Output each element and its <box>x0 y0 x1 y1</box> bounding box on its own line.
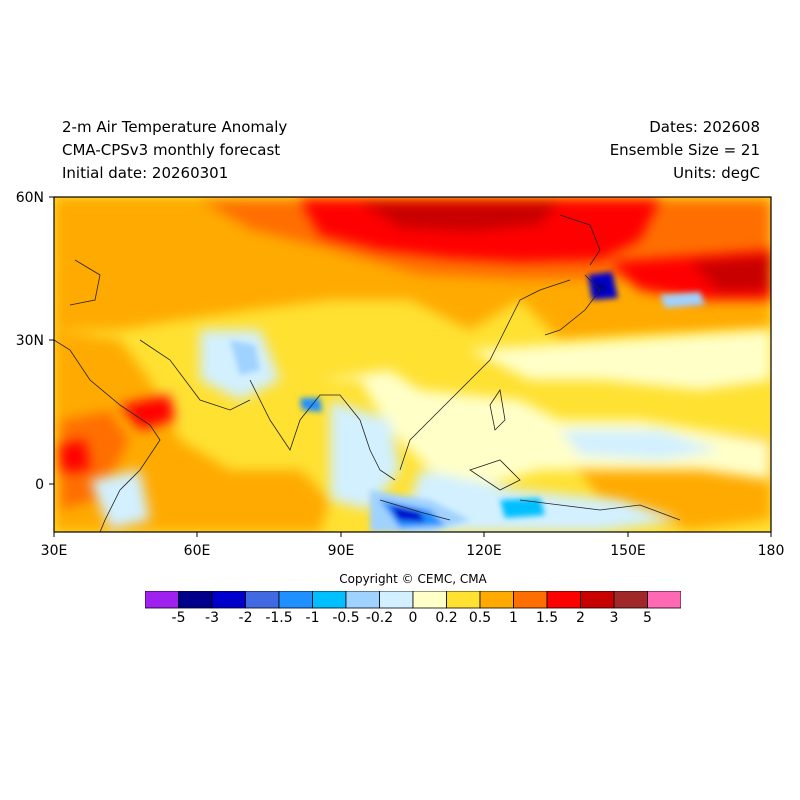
colorbar-swatch <box>379 591 414 609</box>
axis-ticks <box>49 196 772 537</box>
colorbar-swatch <box>211 591 246 609</box>
colorbar-swatch <box>479 591 514 609</box>
colorbar <box>145 591 681 609</box>
colorbar-label: 1 <box>509 610 518 626</box>
colorbar-label: -0.2 <box>365 610 394 626</box>
colorbar-swatch <box>245 591 280 609</box>
colorbar-label: 2 <box>576 610 585 626</box>
lon-label: 150E <box>610 543 646 559</box>
colorbar-swatch <box>513 591 548 609</box>
lat-label: 30N <box>16 333 44 349</box>
map-title: 2-m Air Temperature Anomaly <box>62 118 288 136</box>
colorbar-swatch <box>278 591 313 609</box>
colorbar-swatch <box>178 591 213 609</box>
colorbar-swatch <box>412 591 447 609</box>
colorbar-swatch <box>446 591 481 609</box>
copyright: Copyright © CEMC, CMA <box>339 572 487 586</box>
colorbar-swatch <box>546 591 581 609</box>
header-right: Dates: 202608 Ensemble Size = 21 Units: … <box>610 116 760 185</box>
lon-label: 180 <box>758 543 785 559</box>
colorbar-label: -2 <box>238 610 253 626</box>
ensemble-size: Ensemble Size = 21 <box>609 141 760 159</box>
lon-label: 30E <box>41 543 68 559</box>
lat-label: 60N <box>16 190 44 206</box>
anomaly-field <box>54 197 771 532</box>
lat-label: 0 <box>35 477 44 493</box>
colorbar-label: -3 <box>205 610 219 626</box>
colorbar-label: 3 <box>609 610 619 626</box>
coastlines <box>54 214 681 532</box>
model-name: CMA-CPSv3 monthly forecast <box>62 141 281 159</box>
forecast-dates: Dates: 202608 <box>649 118 760 136</box>
lon-label: 120E <box>466 543 502 559</box>
colorbar-swatch <box>613 591 648 609</box>
colorbar-label: 0.5 <box>468 610 492 626</box>
axis-labels: 30E 60E 90E 120E 150E 180 60N 30N 0 <box>16 190 785 559</box>
colorbar-label: 0 <box>408 610 418 626</box>
units: Units: degC <box>673 164 760 182</box>
colorbar-swatch <box>580 591 615 609</box>
colorbar-label: -0.5 <box>332 610 360 626</box>
header-left: 2-m Air Temperature Anomaly CMA-CPSv3 mo… <box>62 116 287 185</box>
colorbar-label: 5 <box>643 610 652 626</box>
lon-label: 60E <box>184 543 211 559</box>
colorbar-label: -5 <box>171 610 186 626</box>
colorbar-label: 0.2 <box>435 610 458 626</box>
colorbar-label: -1.5 <box>265 610 293 626</box>
colorbar-label: 1.5 <box>535 610 559 626</box>
colorbar-swatch <box>647 591 681 609</box>
colorbar-swatch <box>345 591 380 609</box>
initial-date: Initial date: 20260301 <box>62 164 229 182</box>
colorbar-swatch <box>145 591 179 609</box>
colorbar-swatch <box>312 591 347 609</box>
lon-label: 90E <box>328 543 355 559</box>
map-frame <box>53 196 772 533</box>
colorbar-label: -1 <box>305 610 320 626</box>
